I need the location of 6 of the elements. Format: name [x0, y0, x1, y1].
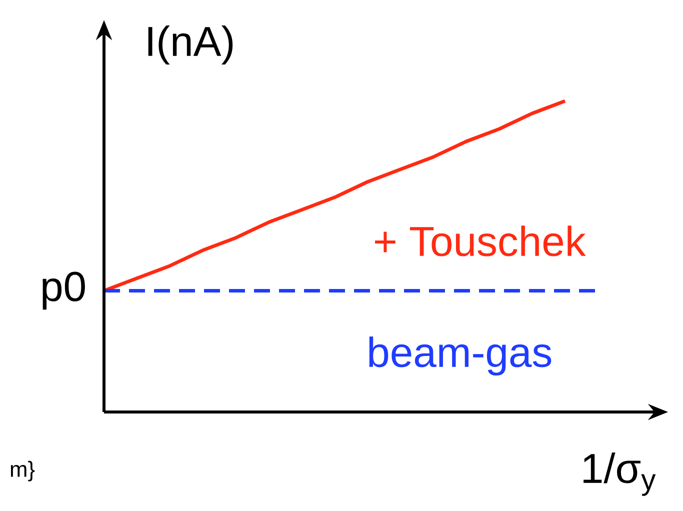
x-axis-title: 1/σ$_{y}$	[584, 452, 656, 496]
y-axis-title: I(nA)	[148, 26, 233, 64]
series-label: beam-gas	[369, 336, 552, 376]
text: p0	[42, 272, 85, 310]
text: m}	[10, 460, 35, 482]
series-label: + Touschek	[375, 226, 586, 256]
